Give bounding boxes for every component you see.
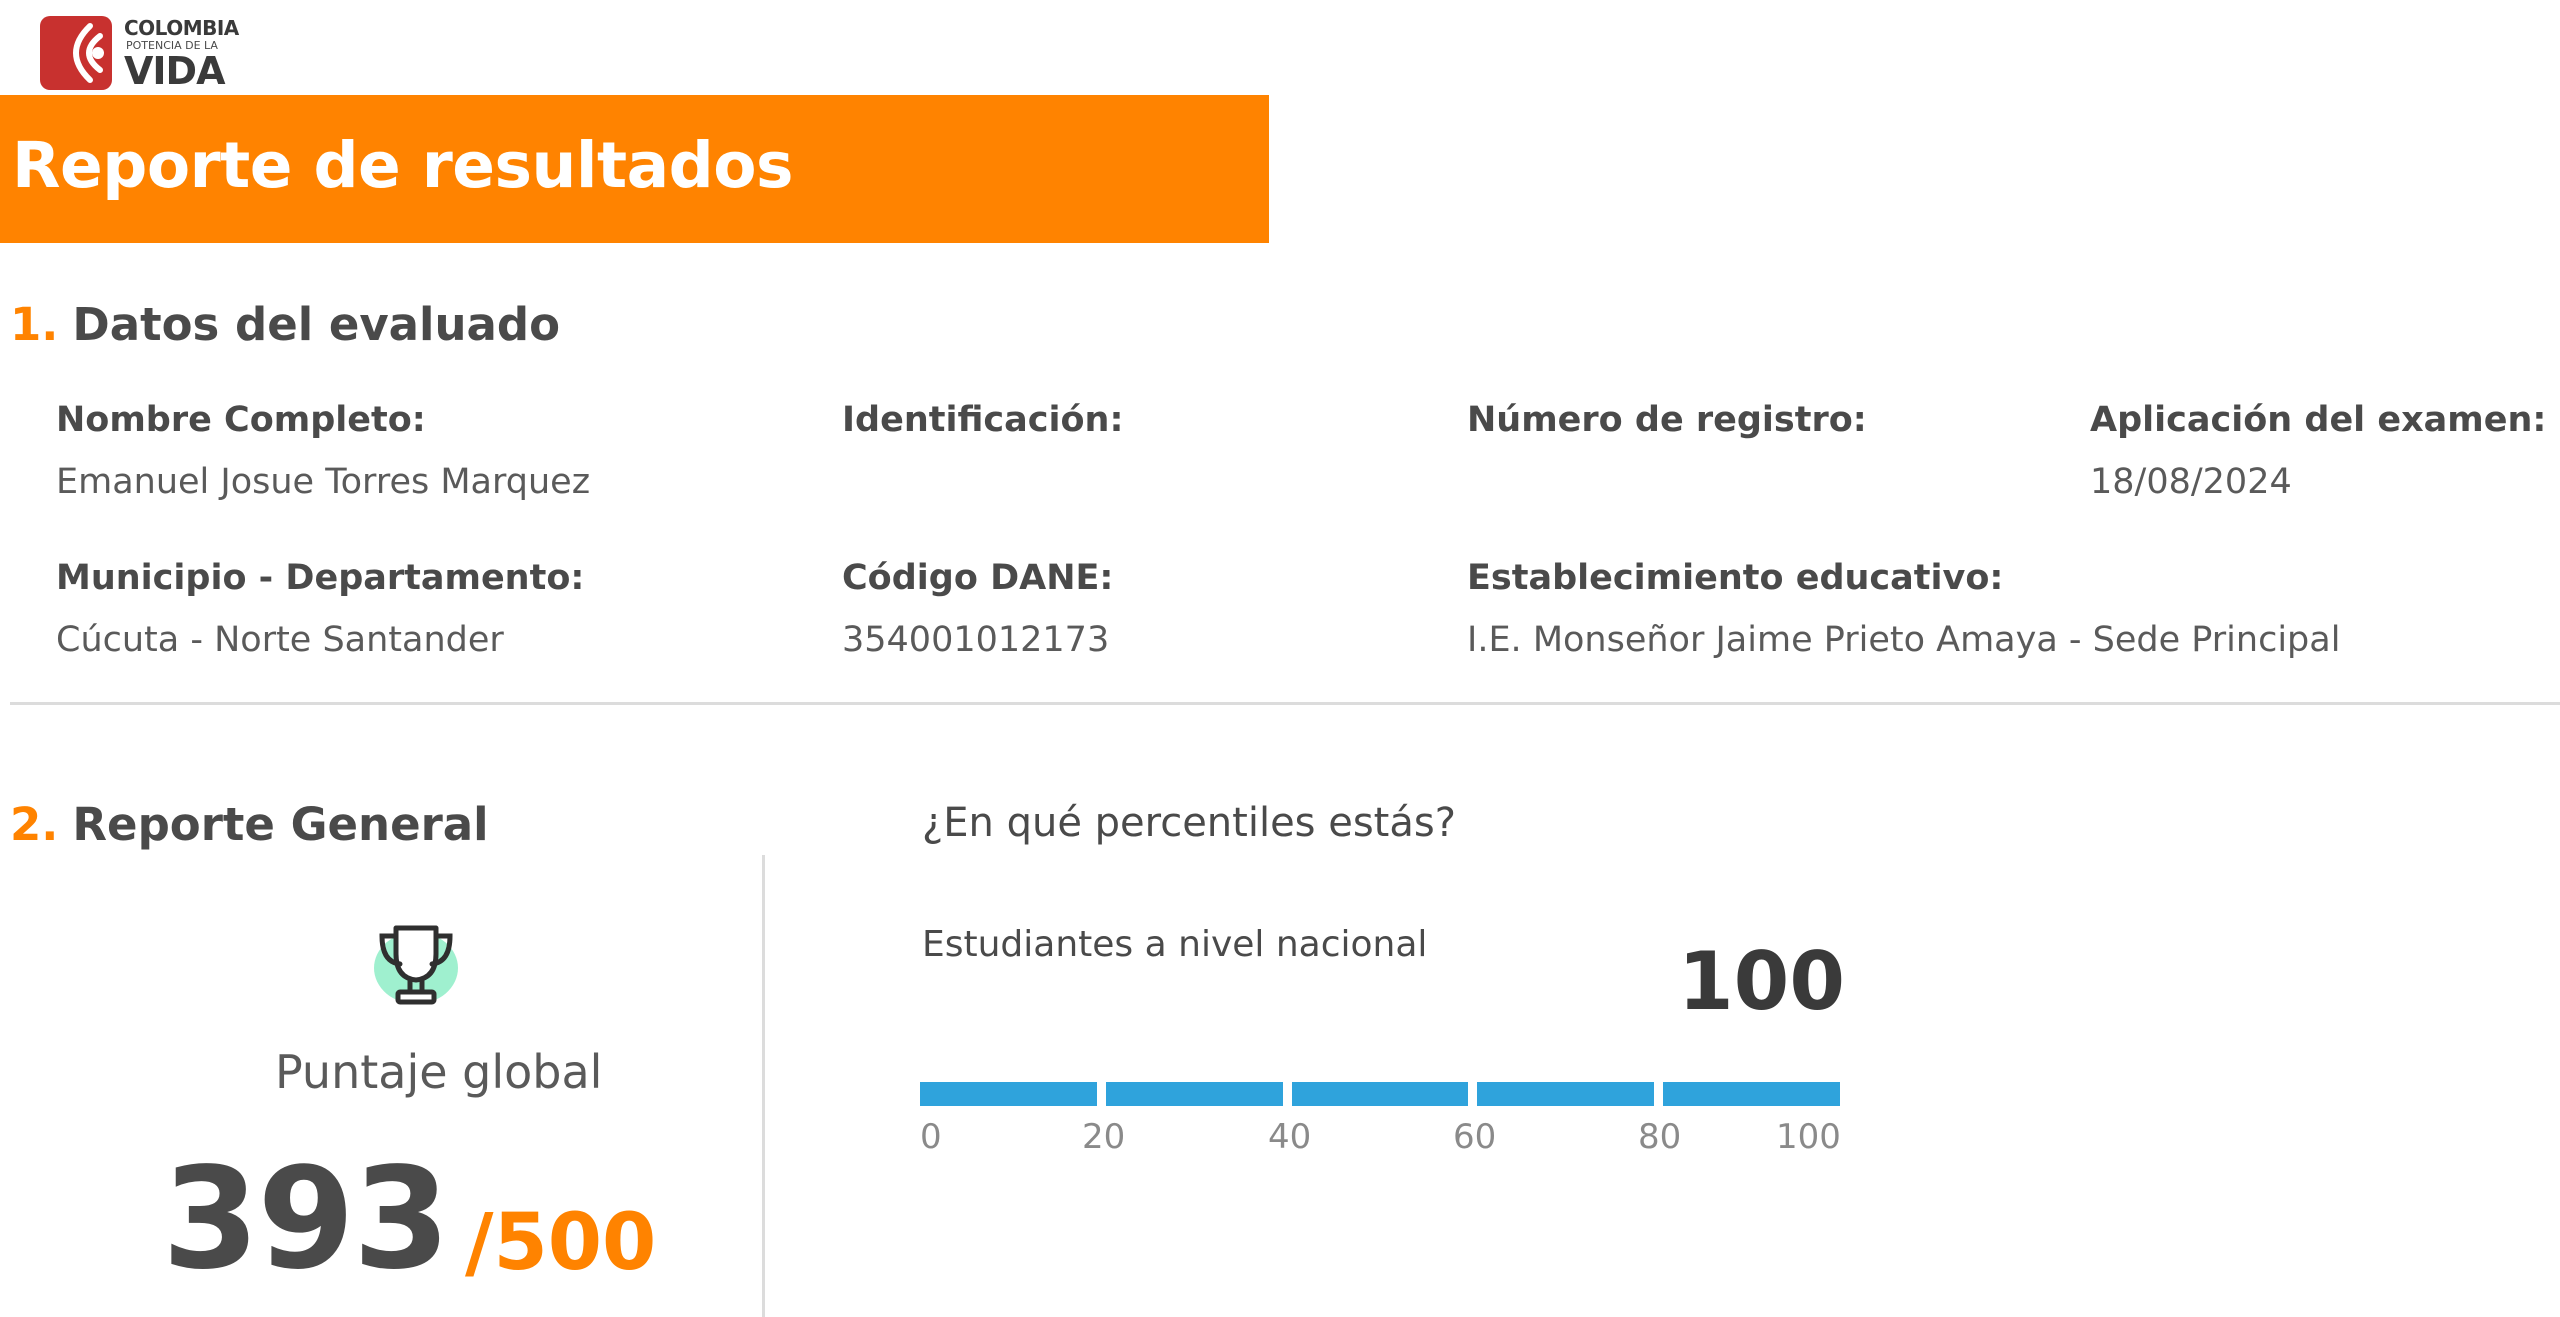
percentile-tick: 20 xyxy=(1082,1117,1126,1157)
field-establecimiento-value: I.E. Monseñor Jaime Prieto Amaya - Sede … xyxy=(1467,620,2341,660)
section1-number: 1. xyxy=(10,298,59,351)
percentile-bar-segment xyxy=(1477,1082,1655,1106)
global-score-value: 393 xyxy=(162,1138,450,1301)
title-banner: Reporte de resultados xyxy=(0,95,1269,243)
percentile-tick: 60 xyxy=(1453,1117,1497,1157)
percentile-bar-segment xyxy=(1663,1082,1840,1106)
percentile-tick: 100 xyxy=(1776,1117,1841,1157)
section2-heading: 2. Reporte General xyxy=(10,798,489,851)
section1-title: Datos del evaluado xyxy=(72,298,561,351)
percentile-tick: 40 xyxy=(1268,1117,1312,1157)
field-aplicacion-label: Aplicación del examen: xyxy=(2090,400,2547,440)
field-aplicacion-value: 18/08/2024 xyxy=(2090,462,2292,502)
percentile-tick: 80 xyxy=(1638,1117,1682,1157)
field-nombre-label: Nombre Completo: xyxy=(56,400,426,440)
trophy-icon xyxy=(374,925,458,1005)
percentile-bar-segment xyxy=(920,1082,1097,1106)
section-divider xyxy=(10,702,2560,705)
percentile-bar xyxy=(920,1082,1840,1106)
logo-text-line3: VIDA xyxy=(124,49,225,93)
section1-heading: 1. Datos del evaluado xyxy=(10,298,560,351)
field-establecimiento-label: Establecimiento educativo: xyxy=(1467,558,2004,598)
page-title: Reporte de resultados xyxy=(12,129,793,202)
percentile-value: 100 xyxy=(1678,935,1845,1028)
field-dane-label: Código DANE: xyxy=(842,558,1114,598)
percentile-tick: 0 xyxy=(920,1117,942,1157)
percentile-question: ¿En qué percentiles estás? xyxy=(922,800,1456,846)
logo-text-line1: COLOMBIA xyxy=(124,16,239,40)
section2-title: Reporte General xyxy=(72,798,489,851)
field-nombre-value: Emanuel Josue Torres Marquez xyxy=(56,462,591,502)
column-divider xyxy=(762,855,765,1317)
global-score-label: Puntaje global xyxy=(275,1045,603,1099)
field-registro-label: Número de registro: xyxy=(1467,400,1867,440)
field-dane-value: 354001012173 xyxy=(842,620,1110,660)
section2-number: 2. xyxy=(10,798,59,851)
field-municipio-label: Municipio - Departamento: xyxy=(56,558,585,598)
colombia-logo-icon xyxy=(40,16,112,90)
field-identificacion-label: Identificación: xyxy=(842,400,1124,440)
logo: COLOMBIA POTENCIA DE LA VIDA xyxy=(40,14,240,94)
percentile-group-label: Estudiantes a nivel nacional xyxy=(922,924,1428,965)
global-score-max: /500 xyxy=(465,1198,657,1288)
logo-text-line2: POTENCIA DE LA xyxy=(126,39,218,52)
field-municipio-value: Cúcuta - Norte Santander xyxy=(56,620,504,660)
percentile-bar-segment xyxy=(1105,1082,1283,1106)
percentile-bar-segment xyxy=(1291,1082,1469,1106)
